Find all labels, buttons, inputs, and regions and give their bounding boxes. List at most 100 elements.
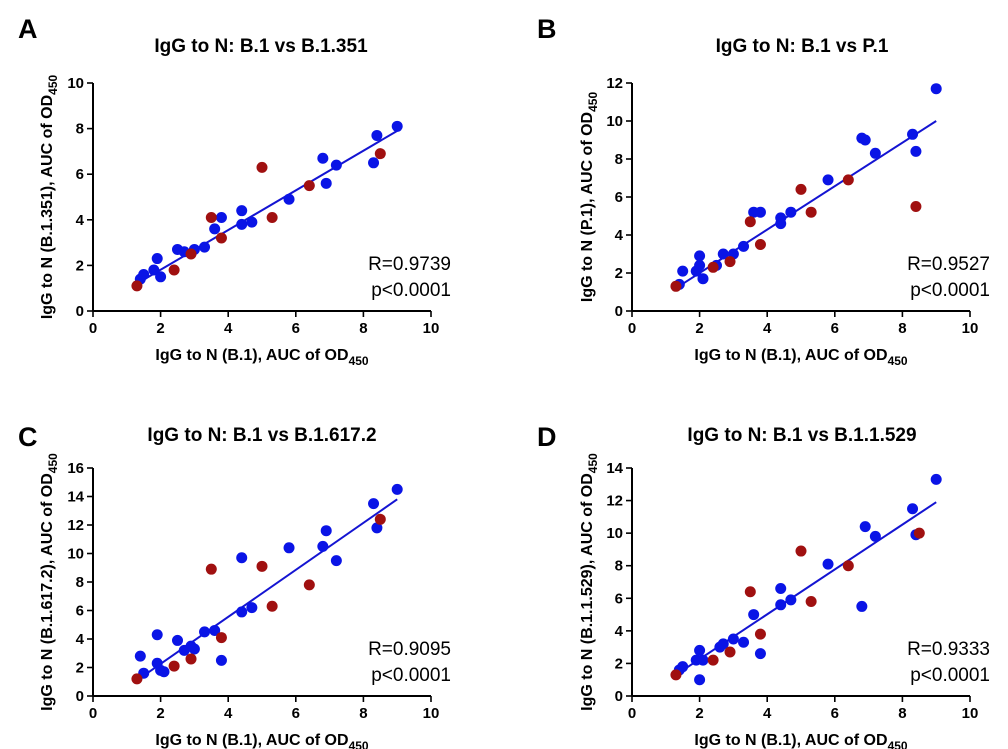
- data-point-series-1: [151, 253, 163, 265]
- x-tick-label: 8: [359, 705, 367, 722]
- chart-title: IgG to N: B.1 vs B.1.617.2: [147, 425, 376, 446]
- stat-p: p<0.0001: [910, 280, 990, 301]
- data-point-series-1: [930, 473, 942, 485]
- y-tick-label: 14: [606, 460, 623, 477]
- data-point-series-1: [138, 269, 150, 281]
- data-point-series-2: [185, 248, 197, 260]
- data-point-series-2: [707, 261, 719, 273]
- x-axis-label-subscript: 450: [349, 354, 369, 368]
- y-tick-label: 2: [615, 265, 623, 282]
- data-point-series-2: [185, 653, 197, 665]
- data-point-series-1: [368, 157, 380, 169]
- data-point-series-1: [391, 483, 403, 495]
- y-tick-label: 4: [76, 631, 85, 648]
- x-axis-label: IgG to N (B.1), AUC of OD450: [694, 732, 908, 749]
- data-point-series-1: [236, 205, 248, 217]
- data-point-series-1: [754, 206, 766, 218]
- data-point-series-2: [724, 646, 736, 658]
- data-point-series-1: [822, 174, 834, 186]
- x-tick-label: 6: [292, 705, 300, 722]
- data-point-series-1: [785, 594, 797, 606]
- data-point-series-1: [320, 525, 332, 537]
- y-axis-label-main: IgG to N (P.1), AUC of OD: [579, 112, 596, 302]
- panel-letter: B: [537, 14, 557, 44]
- data-point-series-1: [236, 552, 248, 564]
- data-point-series-1: [694, 259, 706, 271]
- data-point-series-1: [215, 654, 227, 666]
- x-tick-label: 2: [156, 320, 164, 337]
- x-tick-label: 6: [292, 320, 300, 337]
- data-point-series-1: [727, 633, 739, 645]
- x-tick-label: 4: [224, 320, 233, 337]
- panel-c: C IgG to N: B.1 vs B.1.617.2 0 2 4 6 8 10 0 2 4 6 8 1…: [18, 422, 451, 749]
- data-point-series-1: [754, 648, 766, 660]
- data-point-series-2: [670, 280, 682, 292]
- x-tick-label: 8: [898, 320, 906, 337]
- x-tick-label: 0: [628, 320, 636, 337]
- data-point-series-2: [303, 180, 315, 192]
- x-tick-label: 2: [156, 705, 164, 722]
- data-point-series-2: [131, 673, 143, 685]
- data-point-series-1: [859, 521, 871, 533]
- data-point-series-1: [199, 626, 211, 638]
- data-point-series-2: [131, 280, 143, 292]
- data-point-series-1: [371, 522, 383, 534]
- y-axis-label: IgG to N (B.1.617.2), AUC of OD450: [39, 453, 60, 711]
- x-tick-label: 6: [831, 320, 839, 337]
- regression-line: [136, 498, 398, 682]
- data-point-series-1: [775, 212, 787, 224]
- data-point-series-2: [744, 586, 756, 598]
- data-point-series-2: [707, 654, 719, 666]
- data-point-series-1: [151, 629, 163, 641]
- data-point-series-1: [368, 498, 380, 510]
- y-tick-label: 16: [67, 460, 84, 477]
- panel-d: D IgG to N: B.1 vs B.1.1.529 0 2 4 6 8 10 0 2 4 6 8 1…: [537, 422, 990, 749]
- data-point-series-1: [907, 503, 919, 515]
- regression-line: [136, 130, 398, 285]
- x-tick-label: 10: [962, 705, 979, 722]
- x-tick-label: 10: [423, 705, 440, 722]
- data-point-series-1: [775, 599, 787, 611]
- y-axis-label: IgG to N (B.1.351), AUC of OD450: [39, 75, 60, 320]
- y-tick-label: 8: [615, 151, 623, 168]
- data-point-series-1: [677, 265, 689, 277]
- data-point-series-1: [188, 643, 200, 655]
- y-tick-label: 12: [606, 493, 623, 510]
- data-point-series-2: [842, 174, 854, 186]
- x-axis-label-main: IgG to N (B.1), AUC of OD: [694, 732, 887, 749]
- data-point-series-2: [168, 264, 180, 276]
- data-point-series-2: [215, 632, 227, 644]
- data-point-series-1: [697, 654, 709, 666]
- y-axis-label: IgG to N (P.1), AUC of OD450: [579, 92, 600, 303]
- y-tick-label: 10: [606, 113, 623, 130]
- y-tick-label: 6: [76, 166, 84, 183]
- stat-r: R=0.9333: [907, 639, 990, 660]
- y-tick-label: 4: [615, 227, 624, 244]
- x-axis-label-main: IgG to N (B.1), AUC of OD: [694, 347, 887, 364]
- x-axis-label: IgG to N (B.1), AUC of OD450: [155, 347, 369, 368]
- stat-p: p<0.0001: [910, 665, 990, 686]
- data-point-series-1: [748, 609, 760, 621]
- data-point-series-1: [907, 128, 919, 140]
- y-tick-label: 10: [67, 546, 84, 563]
- data-point-series-2: [754, 628, 766, 640]
- stat-p: p<0.0001: [371, 665, 451, 686]
- data-point-series-1: [677, 661, 689, 673]
- data-point-series-2: [795, 545, 807, 557]
- data-point-series-1: [283, 193, 295, 205]
- data-point-series-1: [215, 212, 227, 224]
- data-point-series-1: [134, 650, 146, 662]
- data-point-series-1: [869, 530, 881, 542]
- data-point-series-2: [842, 560, 854, 572]
- panel-b: B IgG to N: B.1 vs P.1 0 2 4 6 8 10 0 2 4 6 8 10 12 IgG…: [537, 14, 990, 368]
- data-point-series-2: [805, 206, 817, 218]
- y-tick-label: 8: [76, 574, 84, 591]
- panel-a: A IgG to N: B.1 vs B.1.351 0 2 4 6 8 10 0 2 4 6 8 10 I…: [18, 14, 451, 368]
- data-point-series-1: [859, 134, 871, 146]
- y-tick-label: 0: [615, 303, 623, 320]
- data-point-series-1: [209, 624, 221, 636]
- data-point-series-1: [246, 602, 258, 614]
- data-point-series-1: [391, 120, 403, 132]
- x-tick-label: 8: [359, 320, 367, 337]
- data-point-series-1: [236, 218, 248, 230]
